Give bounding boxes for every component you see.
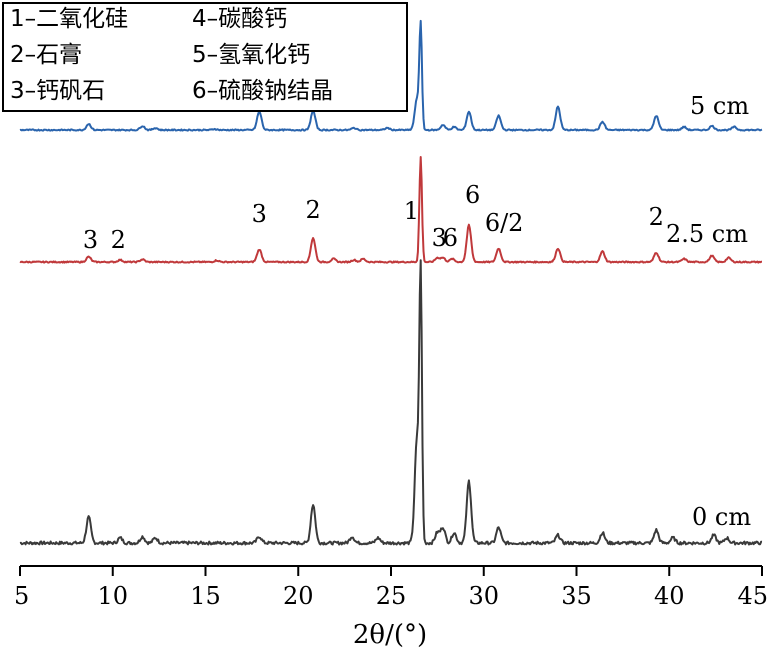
peak-label: 6 (464, 181, 481, 209)
series-line-2-5-cm (19, 156, 763, 264)
x-tick-label: 15 (190, 582, 221, 610)
legend-item-4: 4–碳酸钙 (192, 6, 288, 32)
x-tick-label: 30 (468, 582, 499, 610)
legend-item-6: 6–硫酸钠结晶 (192, 78, 334, 104)
x-tick-label: 40 (654, 582, 685, 610)
peak-label: 2 (305, 196, 321, 224)
x-tick-label: 25 (376, 582, 407, 610)
legend-item-5: 5–氢氧化钙 (192, 42, 311, 68)
x-tick-label: 45 (737, 582, 768, 610)
x-axis-ticks: 5 10 15 20 25 30 35 40 45 (14, 566, 768, 610)
series-label-5cm: 5 cm (690, 92, 750, 120)
series-line-0-cm (19, 259, 763, 546)
series-label-2-5cm: 2.5 cm (666, 220, 748, 248)
legend: 1–二氧化硅 4–碳酸钙 2–石膏 5–氢氧化钙 3–钙矾石 6–硫酸钠结晶 (2, 2, 408, 112)
series-line-5-cm (19, 19, 763, 132)
peak-label: 6/2 (484, 209, 524, 237)
series-layer (19, 19, 763, 546)
peak-label: 6 (442, 224, 458, 252)
x-tick-label: 35 (561, 582, 592, 610)
peak-label: 3 (431, 224, 447, 252)
peak-label: 1 (403, 197, 420, 225)
x-tick-label: 5 (14, 582, 29, 610)
peak-label: 2 (648, 203, 664, 231)
series-label-0cm: 0 cm (692, 503, 752, 531)
legend-item-3: 3–钙矾石 (10, 78, 106, 104)
x-tick-label: 20 (283, 582, 314, 610)
x-tick-label: 10 (97, 582, 128, 610)
legend-item-1: 1–二氧化硅 (10, 6, 129, 32)
x-axis-title: 2θ/(°) (352, 620, 428, 650)
peak-label: 3 (82, 226, 99, 254)
legend-item-2: 2–石膏 (10, 42, 83, 68)
peak-label: 2 (110, 226, 126, 254)
peak-label: 3 (251, 200, 267, 228)
